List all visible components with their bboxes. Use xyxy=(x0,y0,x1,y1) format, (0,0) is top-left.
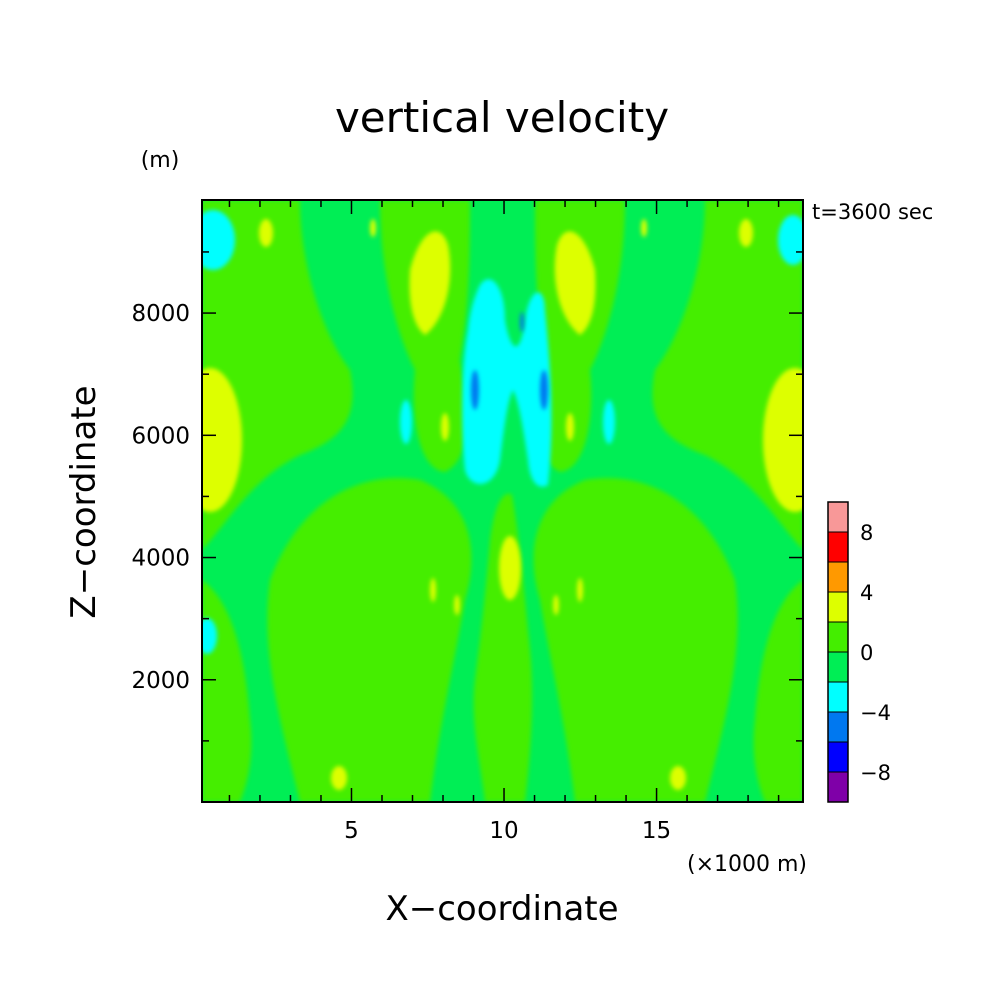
contour-band xyxy=(370,219,376,237)
contour-band xyxy=(763,368,803,512)
contour-positive-moderate xyxy=(202,219,803,790)
colorbar-swatch xyxy=(827,681,849,713)
colorbar-tick-label: −4 xyxy=(860,701,891,725)
colorbar-swatch xyxy=(827,561,849,593)
x-tick-label: 10 xyxy=(489,818,518,844)
contour-band xyxy=(400,400,412,444)
contour-band xyxy=(624,570,678,762)
contour-band xyxy=(471,370,479,410)
colorbar-swatch xyxy=(827,711,849,743)
colorbar-swatch xyxy=(827,771,849,803)
colorbar-frame xyxy=(827,501,849,803)
contour-band xyxy=(499,536,521,600)
x-tick-label: 5 xyxy=(344,818,359,844)
colorbar-swatch xyxy=(827,741,849,773)
plot-frame xyxy=(201,199,804,803)
plot-area xyxy=(202,200,803,802)
colorbar-tick-label: 0 xyxy=(860,641,873,665)
y-axis-label: Z−coordinate xyxy=(64,385,104,618)
contour-band xyxy=(603,400,615,444)
contour-band xyxy=(327,570,381,762)
x-unit-label: (×1000 m) xyxy=(687,852,807,877)
contour-positive-weak xyxy=(202,200,803,802)
contour-negative-weak xyxy=(202,210,803,654)
contour-band xyxy=(554,231,596,335)
contour-band xyxy=(753,580,803,802)
contour-band xyxy=(641,219,647,237)
colorbar-swatch xyxy=(827,501,849,533)
chart-title: vertical velocity xyxy=(335,93,669,142)
x-tick-label: 15 xyxy=(642,818,671,844)
y-unit-label: (m) xyxy=(141,148,180,173)
colorbar-swatch xyxy=(827,621,849,653)
contour-band xyxy=(577,578,583,602)
colorbar-swatch xyxy=(827,591,849,623)
y-tick-label: 8000 xyxy=(131,301,190,327)
contour-band xyxy=(409,231,451,335)
colorbar-tick-label: 4 xyxy=(860,581,873,605)
colorbar-tick-label: −8 xyxy=(860,761,891,785)
contour-band xyxy=(259,219,273,247)
contour-band xyxy=(462,279,552,487)
contour-band xyxy=(202,618,217,654)
contour-band xyxy=(553,595,559,615)
contour-negative-moderate xyxy=(471,312,548,410)
contour-band xyxy=(739,219,753,247)
axis-ticks xyxy=(202,200,803,802)
x-axis-label: X−coordinate xyxy=(385,889,618,929)
colorbar-swatch xyxy=(827,531,849,563)
contour-band xyxy=(670,766,686,790)
contour-band xyxy=(540,370,548,410)
contour-band xyxy=(566,413,574,441)
contour-band xyxy=(202,368,242,512)
y-tick-label: 2000 xyxy=(131,668,190,694)
contour-band xyxy=(331,766,347,790)
contour-band xyxy=(202,210,235,270)
colorbar-tick-label: 8 xyxy=(860,521,873,545)
contour-band xyxy=(520,312,524,332)
colorbar-swatch xyxy=(827,651,849,683)
contour-band xyxy=(430,578,436,602)
colorbar: −8 −4 0 4 8 xyxy=(827,501,891,803)
y-tick-label: 4000 xyxy=(131,546,190,572)
contour-band xyxy=(454,595,460,615)
axis-tick-labels: 5 10 15 2000 4000 6000 8000 xyxy=(131,301,671,844)
y-tick-label: 6000 xyxy=(131,423,190,449)
contour-band xyxy=(441,413,449,441)
time-label: t=3600 sec xyxy=(812,200,933,224)
